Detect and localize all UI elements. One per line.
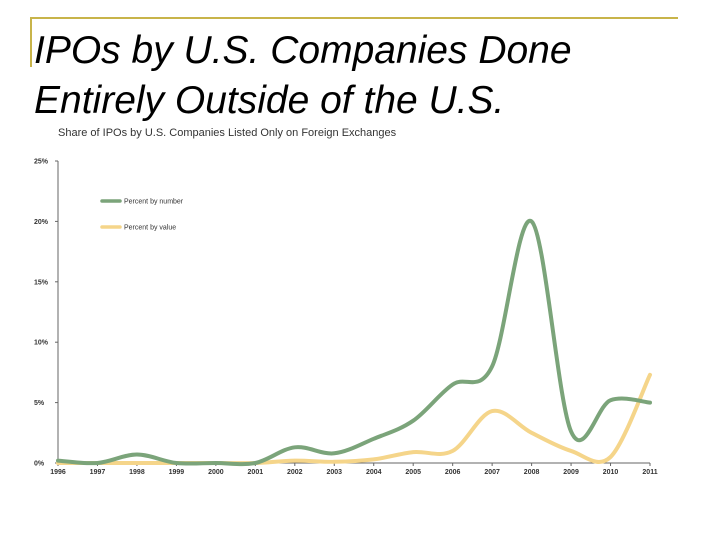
title-frame-top-rule xyxy=(30,17,678,19)
y-tick-label: 5% xyxy=(34,400,45,407)
x-tick-label: 2004 xyxy=(366,469,382,476)
y-tick-label: 25% xyxy=(34,159,49,166)
x-tick-label: 2006 xyxy=(445,469,461,476)
x-tick-label: 1998 xyxy=(129,469,145,476)
legend-label: Percent by value xyxy=(124,225,176,232)
x-tick-label: 2000 xyxy=(208,469,224,476)
y-tick-label: 15% xyxy=(34,279,49,286)
legend-label: Percent by number xyxy=(124,199,184,206)
y-tick-labels: 0% 5% 10% 15% 20% 25% xyxy=(34,159,58,468)
x-tick-label: 1999 xyxy=(169,469,185,476)
x-tick-label: 2008 xyxy=(524,469,540,476)
title-frame-left-rule xyxy=(30,17,32,67)
slide-title-line-2: Entirely Outside of the U.S. xyxy=(34,79,505,122)
x-tick-label: 2001 xyxy=(248,469,264,476)
legend: Percent by number Percent by value xyxy=(100,199,184,232)
x-tick-label: 2005 xyxy=(405,469,421,476)
y-axis: 0% 5% 10% 15% 20% 25% xyxy=(34,159,59,468)
x-tick-labels: 1996 1997 1998 1999 2000 2001 2002 2003 2004 2005… xyxy=(50,463,658,476)
x-tick-label: 1996 xyxy=(50,469,66,476)
slide-title-line-1: IPOs by U.S. Companies Done xyxy=(34,29,572,72)
x-tick-label: 2002 xyxy=(287,469,303,476)
y-tick-label: 10% xyxy=(34,340,49,347)
x-tick-label: 2011 xyxy=(642,469,657,476)
chart-title: Share of IPOs by U.S. Companies Listed O… xyxy=(58,127,397,139)
y-tick-label: 0% xyxy=(34,461,45,468)
y-tick-label: 20% xyxy=(34,219,49,226)
x-tick-label: 2003 xyxy=(326,469,342,476)
slide-title: IPOs by U.S. Companies Done Entirely Out… xyxy=(34,26,704,126)
x-tick-label: 2009 xyxy=(563,469,579,476)
series-line-percent-by-value xyxy=(56,372,652,466)
x-tick-label: 2007 xyxy=(484,469,500,476)
x-tick-label: 2010 xyxy=(603,469,619,476)
series-line-percent-by-number xyxy=(56,219,652,467)
series-lines xyxy=(56,219,652,467)
x-tick-label: 1997 xyxy=(90,469,106,476)
